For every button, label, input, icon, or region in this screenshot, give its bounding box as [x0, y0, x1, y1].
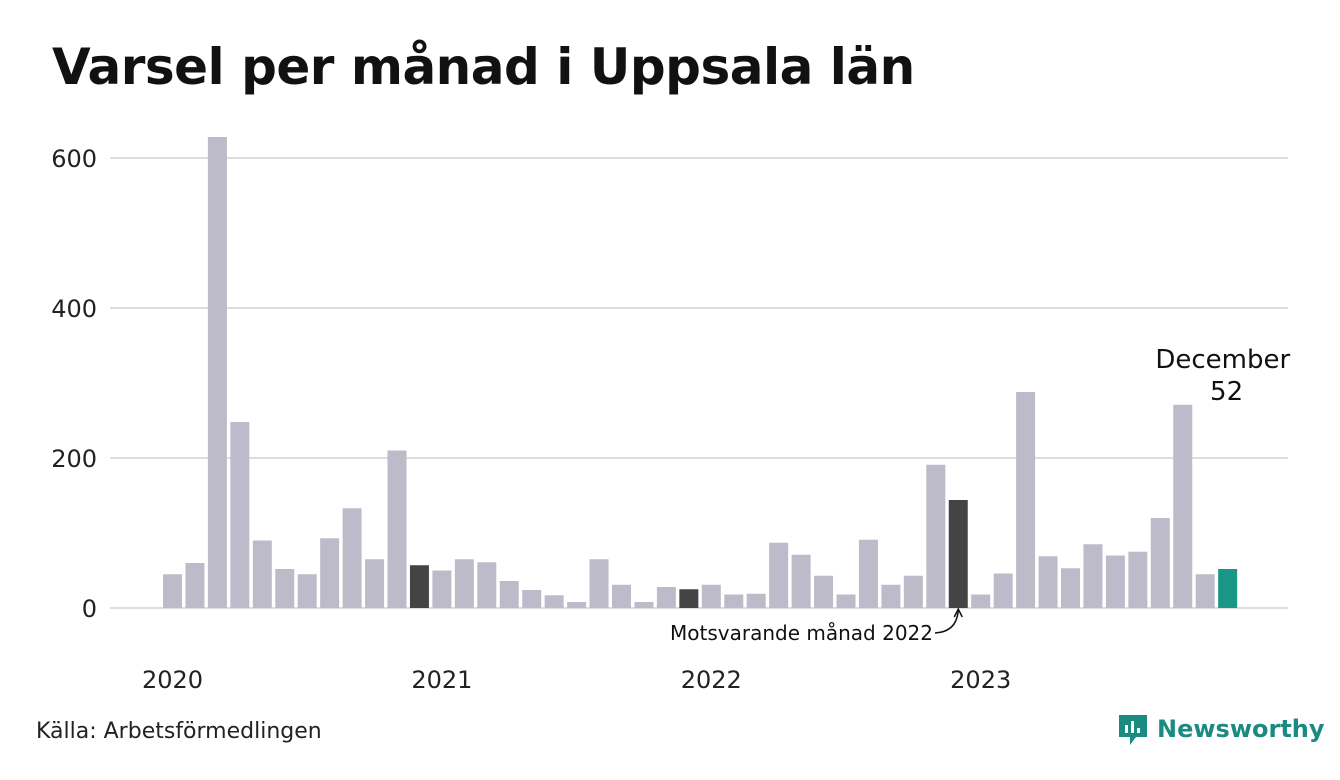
bar [1173, 404, 1193, 608]
chart-title: Varsel per månad i Uppsala län [52, 38, 915, 96]
annotation-arrow [934, 610, 959, 634]
bar [746, 593, 766, 608]
bar [522, 590, 542, 608]
bar [387, 450, 407, 608]
x-tick-label: 2022 [681, 666, 742, 694]
bar [1128, 551, 1148, 608]
y-tick-label: 400 [51, 295, 97, 323]
bar [993, 573, 1013, 608]
bar [634, 602, 654, 608]
bar [724, 594, 744, 608]
bar [297, 574, 317, 608]
annotation-comparison: Motsvarande månad 2022 [670, 621, 933, 645]
bar [230, 422, 250, 608]
bar [701, 584, 721, 608]
bar-comparison [409, 565, 429, 608]
bar [499, 581, 519, 608]
bar [612, 584, 631, 608]
x-tick-label: 2020 [142, 666, 203, 694]
bar [365, 559, 385, 608]
bar [1105, 555, 1125, 608]
bar [814, 575, 834, 608]
bar [971, 594, 991, 608]
brand-name: Newsworthy [1157, 715, 1325, 743]
annotation-month: December [1155, 345, 1290, 375]
annotation-value: 52 [1210, 377, 1243, 407]
bar [252, 540, 272, 608]
bar [544, 595, 564, 608]
bar [185, 563, 205, 608]
newsworthy-logo: Newsworthy [1117, 712, 1325, 746]
y-tick-label: 200 [51, 445, 97, 473]
x-tick-label: 2021 [411, 666, 472, 694]
bar [1150, 518, 1170, 608]
bar [656, 587, 676, 608]
bar [567, 602, 587, 608]
bar-comparison [948, 500, 968, 608]
bar [589, 559, 609, 608]
x-tick-label: 2023 [950, 666, 1011, 694]
bar [163, 574, 182, 608]
bar [1016, 392, 1036, 608]
y-tick-label: 600 [51, 145, 97, 173]
bar [791, 554, 811, 608]
bar [207, 137, 227, 608]
bar [903, 575, 923, 608]
bar-comparison [679, 589, 699, 608]
bar [1083, 544, 1103, 608]
bar [836, 594, 856, 608]
bar [926, 464, 946, 608]
newsworthy-icon [1119, 715, 1147, 745]
annotation-arrowhead [953, 607, 963, 618]
bar [320, 538, 340, 608]
bar [477, 562, 497, 608]
bar [1038, 556, 1058, 608]
bar [275, 569, 295, 608]
bar [1061, 568, 1080, 608]
bar [769, 542, 789, 608]
y-tick-label: 0 [82, 595, 97, 623]
bar [342, 508, 362, 608]
source-note: Källa: Arbetsförmedlingen [36, 719, 322, 744]
bar [432, 570, 452, 608]
bar [881, 584, 901, 608]
bar [858, 539, 878, 608]
bar [1195, 574, 1215, 608]
bar-highlight [1218, 569, 1238, 608]
bar [454, 559, 474, 608]
